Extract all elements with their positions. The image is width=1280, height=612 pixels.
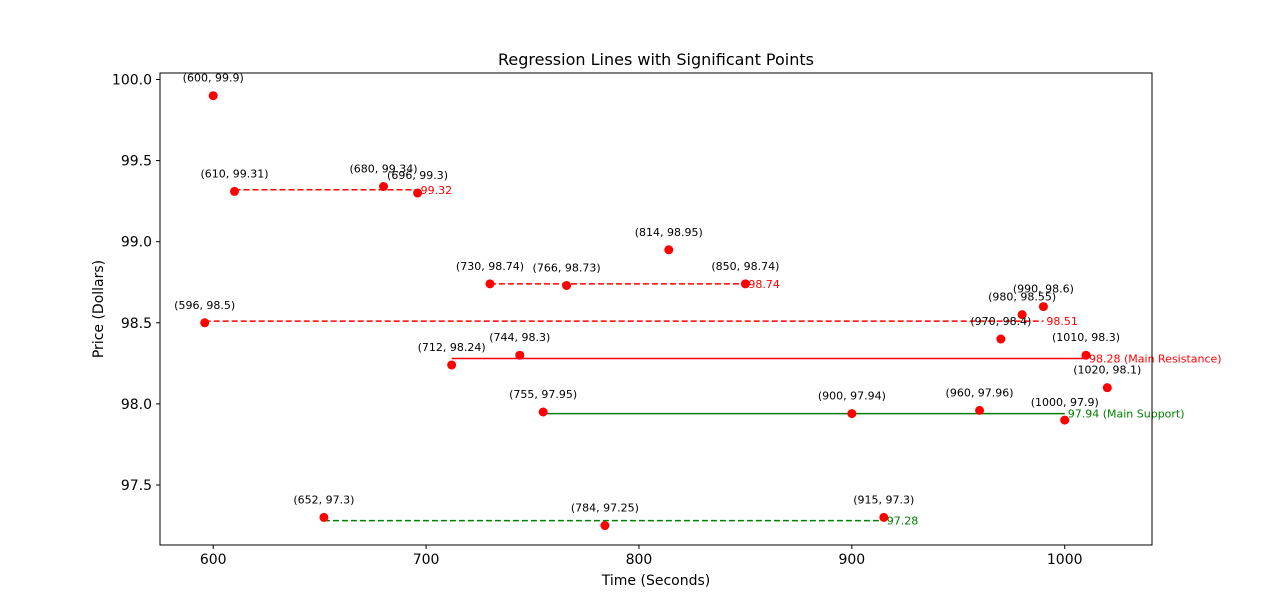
data-point-label: (596, 98.5) — [174, 299, 235, 312]
data-point — [379, 182, 389, 192]
data-point — [879, 512, 889, 522]
x-tick-label: 900 — [838, 552, 865, 568]
y-tick-label: 99.0 — [121, 235, 152, 251]
data-point — [319, 512, 329, 522]
data-point — [230, 186, 240, 196]
data-point-label: (730, 98.74) — [456, 260, 524, 273]
data-point-label: (980, 98.55) — [988, 291, 1056, 304]
data-point-label: (900, 97.94) — [818, 390, 886, 403]
y-axis-label: Price (Dollars) — [91, 260, 107, 358]
chart-title: Regression Lines with Significant Points — [498, 50, 814, 69]
x-axis-label: Time (Seconds) — [601, 573, 710, 589]
data-point-label: (850, 98.74) — [711, 260, 779, 273]
data-point — [975, 405, 985, 415]
x-tick-label: 700 — [413, 552, 440, 568]
data-point — [1017, 310, 1027, 320]
data-point-label: (915, 97.3) — [853, 493, 914, 506]
data-point-label: (600, 99.9) — [183, 72, 244, 85]
data-point — [515, 350, 525, 360]
data-point-label: (784, 97.25) — [571, 502, 639, 515]
data-point-label: (1010, 98.3) — [1052, 331, 1120, 344]
data-point-label: (652, 97.3) — [293, 493, 354, 506]
data-point-label: (960, 97.96) — [946, 386, 1014, 399]
y-tick-label: 97.5 — [121, 478, 152, 494]
data-point-label: (814, 98.95) — [635, 226, 703, 239]
axes: 600 700 800 900 1000 97.5 98.0 98.5 99.0 99.5 100.… — [112, 72, 1083, 568]
data-point-label: (1020, 98.1) — [1073, 364, 1141, 377]
data-point-label: (970, 98.4) — [970, 315, 1031, 328]
data-points: (600, 99.9) (610, 99.31) (680, 99.34)(696,… — [174, 72, 1141, 531]
data-point — [447, 360, 457, 370]
data-point — [485, 279, 495, 289]
data-point — [1038, 302, 1048, 312]
data-point — [208, 91, 218, 101]
y-tick-label: 98.0 — [121, 397, 152, 413]
data-point-label: (766, 98.73) — [533, 261, 601, 274]
x-tick-label: 800 — [626, 552, 653, 568]
data-point-label: (755, 97.95) — [509, 388, 577, 401]
data-point — [600, 521, 610, 531]
y-tick-label: 99.5 — [121, 154, 152, 170]
regression-line-label: 98.74 — [748, 278, 780, 291]
data-point — [1102, 383, 1112, 393]
data-point-label: (680, 99.34) — [349, 163, 417, 176]
data-point-label: (712, 98.24) — [418, 341, 486, 354]
regression-line-label: 99.32 — [421, 184, 453, 197]
regression-lines: 99.32 98.74 98.51 98.28 (Main Resistance) 97… — [204, 184, 1222, 528]
data-point — [200, 318, 210, 328]
data-point-label: (990, 98.6) — [1013, 283, 1074, 296]
regression-line-label: 97.28 — [887, 515, 919, 528]
data-point — [664, 245, 674, 255]
data-point-label: (610, 99.31) — [200, 167, 268, 180]
data-point — [996, 334, 1006, 344]
regression-line-label: 97.94 (Main Support) — [1068, 408, 1185, 421]
x-tick-label: 600 — [200, 552, 227, 568]
data-point — [847, 409, 857, 419]
x-tick-label: 1000 — [1047, 552, 1083, 568]
data-point — [1060, 415, 1070, 425]
data-point-label: (1000, 97.9) — [1031, 396, 1099, 409]
data-point-label: (744, 98.3) — [489, 331, 550, 344]
y-tick-label: 98.5 — [121, 316, 152, 332]
regression-line-label: 98.28 (Main Resistance) — [1089, 352, 1222, 365]
regression-line-label: 98.51 — [1046, 315, 1078, 328]
data-point — [413, 188, 423, 198]
y-tick-label: 100.0 — [112, 72, 152, 88]
data-point-label: (696, 99.3) — [387, 169, 448, 182]
data-point — [538, 407, 548, 417]
data-point — [562, 280, 572, 290]
plot-frame — [159, 72, 1153, 546]
data-point — [1081, 350, 1091, 360]
data-point — [740, 279, 750, 289]
